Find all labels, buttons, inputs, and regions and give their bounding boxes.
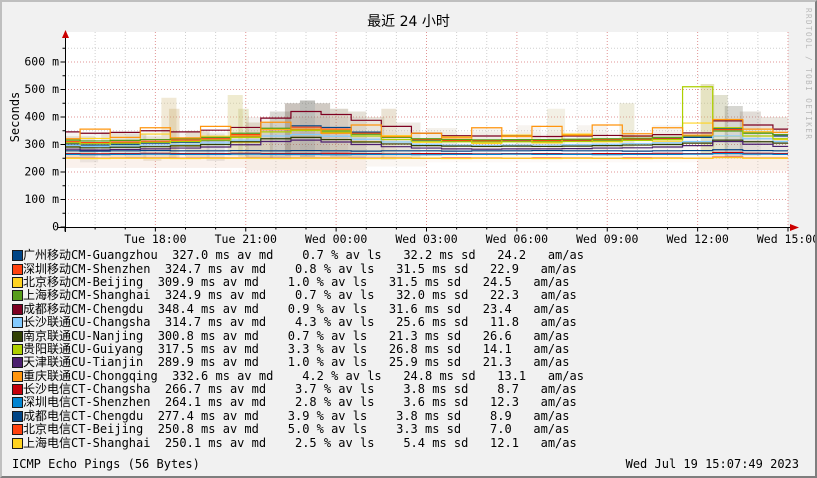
x-tick-label: Wed 03:00 xyxy=(395,232,457,246)
legend-text: 贵阳联通CU-Guiyang 317.5 ms av md 3.3 % av l… xyxy=(23,341,570,356)
footer: ICMP Echo Pings (56 Bytes) Wed Jul 19 15… xyxy=(12,457,799,471)
y-tick-label: 100 m xyxy=(24,192,59,206)
legend-swatch xyxy=(12,410,23,422)
legend-text: 成都移动CM-Chengdu 348.4 ms av md 0.9 % av l… xyxy=(23,301,570,316)
legend-row-CM-Guangzhou: 广州移动CM-Guangzhou 327.0 ms av md 0.7 % av… xyxy=(12,249,584,262)
graph-canvas: 0 100 m 200 m 300 m 400 m 500 m 600 m Tue 18:00… xyxy=(24,30,817,247)
x-tick-label: Wed 00:00 xyxy=(305,232,367,246)
generated-timestamp: Wed Jul 19 15:07:49 2023 xyxy=(625,457,799,471)
legend-text: 南京联通CU-Nanjing 300.8 ms av md 0.7 % av l… xyxy=(23,328,570,343)
y-tick-label: 300 m xyxy=(24,137,59,151)
legend-row-CU-Changsha: 长沙联通CU-Changsha 314.7 ms av md 4.3 % av … xyxy=(12,316,584,329)
legend-swatch xyxy=(12,317,23,329)
legend-row-CU-Chongqing: 重庆联通CU-Chongqing 332.6 ms av md 4.2 % av… xyxy=(12,368,584,383)
series-line-CM-Shenzhen xyxy=(65,126,788,144)
legend-row-CM-Chengdu: 成都移动CM-Chengdu 348.4 ms av md 0.9 % av l… xyxy=(12,301,584,316)
legend-text: 北京电信CT-Beijing 250.8 ms av md 5.0 % av l… xyxy=(23,422,570,437)
series-line-CT-Shenzhen xyxy=(65,152,788,156)
y-tick-label: 200 m xyxy=(24,165,59,179)
probe-info: ICMP Echo Pings (56 Bytes) xyxy=(12,457,200,471)
legend-row-CU-Nanjing: 南京联通CU-Nanjing 300.8 ms av md 0.7 % av l… xyxy=(12,329,584,342)
legend-text: 上海移动CM-Shanghai 324.9 ms av md 0.7 % av … xyxy=(23,288,577,303)
legend-row-CT-Shanghai: 上海电信CT-Shanghai 250.1 ms av md 2.5 % av … xyxy=(12,436,584,449)
legend-text: 重庆联通CU-Chongqing 332.6 ms av md 4.2 % av… xyxy=(23,368,584,383)
legend-text: 上海电信CT-Shanghai 250.1 ms av md 2.5 % av … xyxy=(23,435,577,450)
x-tick-label: Wed 06:00 xyxy=(486,232,548,246)
legend-row-CM-Beijing: 北京移动CM-Beijing 309.9 ms av md 1.0 % av l… xyxy=(12,274,584,289)
axis-tick-labels: 0 100 m 200 m 300 m 400 m 500 m 600 m Tue 18:00… xyxy=(24,55,817,247)
legend-row-CT-Changsha: 长沙电信CT-Changsha 266.7 ms av md 3.7 % av … xyxy=(12,383,584,396)
legend-text: 长沙联通CU-Changsha 314.7 ms av md 4.3 % av … xyxy=(23,315,577,330)
legend-text: 天津联通CU-Tianjin 289.9 ms av md 1.0 % av l… xyxy=(23,355,570,370)
x-tick-label: Wed 12:00 xyxy=(666,232,728,246)
legend-swatch xyxy=(12,250,23,262)
legend-swatch xyxy=(12,343,23,355)
y-tick-label: 400 m xyxy=(24,110,59,124)
legend: 广州移动CM-Guangzhou 327.0 ms av md 0.7 % av… xyxy=(12,249,584,450)
legend-swatch xyxy=(12,276,23,288)
legend-swatch xyxy=(12,424,23,436)
legend-text: 深圳移动CM-Shenzhen 324.7 ms av md 0.8 % av … xyxy=(23,261,577,276)
legend-text: 广州移动CM-Guangzhou 327.0 ms av md 0.7 % av… xyxy=(23,248,584,263)
series-line-CT-Chengdu xyxy=(65,149,788,152)
legend-row-CU-Tianjin: 天津联通CU-Tianjin 289.9 ms av md 1.0 % av l… xyxy=(12,356,584,369)
legend-text: 北京移动CM-Beijing 309.9 ms av md 1.0 % av l… xyxy=(23,274,570,289)
legend-row-CT-Beijing: 北京电信CT-Beijing 250.8 ms av md 5.0 % av l… xyxy=(12,423,584,436)
x-tick-label: Wed 15:00 xyxy=(757,232,817,246)
grid-lines xyxy=(65,32,789,227)
legend-swatch xyxy=(12,263,23,275)
series-line-CT-Shanghai xyxy=(65,157,788,160)
series-line-CU-Guiyang xyxy=(65,86,788,145)
y-tick-label: 600 m xyxy=(24,55,59,69)
series-line-CU-Tianjin xyxy=(65,139,788,151)
legend-row-CM-Shenzhen: 深圳移动CM-Shenzhen 324.7 ms av md 0.8 % av … xyxy=(12,262,584,275)
x-tick-label: Tue 21:00 xyxy=(215,232,277,246)
legend-swatch xyxy=(12,397,23,409)
legend-swatch xyxy=(12,384,23,396)
legend-row-CT-Shenzhen: 深圳电信CT-Shenzhen 264.1 ms av md 2.8 % av … xyxy=(12,396,584,409)
series-line-CT-Changsha xyxy=(65,151,788,155)
y-tick-label: 500 m xyxy=(24,82,59,96)
legend-swatch xyxy=(12,330,23,342)
x-tick-label: Tue 18:00 xyxy=(124,232,186,246)
series-line-CU-Chongqing xyxy=(65,118,788,140)
legend-swatch xyxy=(12,357,23,369)
series-line-CM-Beijing xyxy=(65,122,788,147)
legend-swatch xyxy=(12,303,23,315)
legend-text: 深圳电信CT-Shenzhen 264.1 ms av md 2.8 % av … xyxy=(23,395,577,410)
legend-swatch xyxy=(12,290,23,302)
axes xyxy=(58,30,799,232)
x-tick-label: Wed 09:00 xyxy=(576,232,638,246)
legend-row-CM-Shanghai: 上海移动CM-Shanghai 324.9 ms av md 0.7 % av … xyxy=(12,289,584,302)
legend-row-CT-Chengdu: 成都电信CT-Chengdu 277.4 ms av md 3.9 % av l… xyxy=(12,408,584,423)
legend-text: 长沙电信CT-Changsha 266.7 ms av md 3.7 % av … xyxy=(23,382,577,397)
median-lines xyxy=(65,86,788,160)
rrdtool-watermark: RRDTOOL / TOBI OETIKER xyxy=(804,8,813,141)
legend-swatch xyxy=(12,370,23,382)
legend-swatch xyxy=(12,437,23,449)
series-line-CU-Nanjing xyxy=(65,136,788,149)
y-tick-label: 0 xyxy=(52,220,59,234)
graph-title: 最近 24 小时 xyxy=(367,14,450,30)
legend-row-CU-Guiyang: 贵阳联通CU-Guiyang 317.5 ms av md 3.3 % av l… xyxy=(12,341,584,356)
legend-text: 成都电信CT-Chengdu 277.4 ms av md 3.9 % av l… xyxy=(23,408,570,423)
axis-ticks xyxy=(60,47,789,232)
